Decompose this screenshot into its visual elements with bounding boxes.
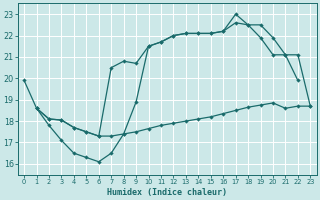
X-axis label: Humidex (Indice chaleur): Humidex (Indice chaleur) — [107, 188, 227, 197]
